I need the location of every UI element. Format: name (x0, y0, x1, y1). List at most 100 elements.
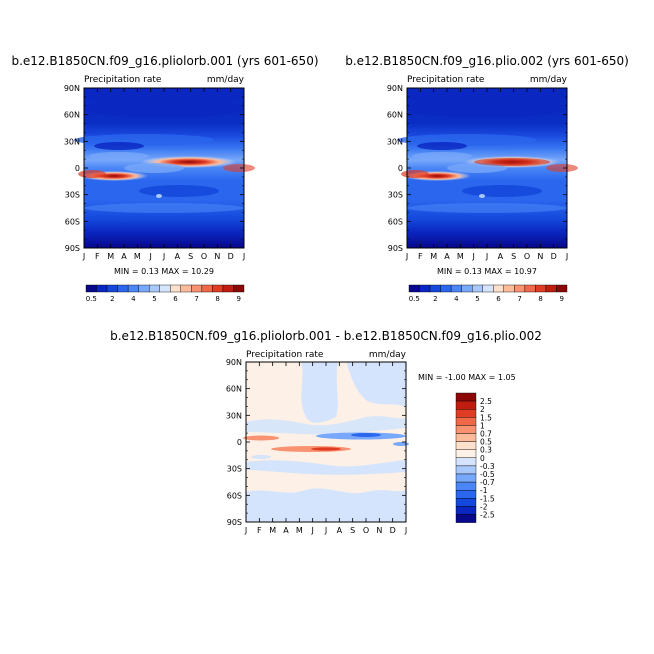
y-tick-label: 0 (75, 164, 80, 173)
colorbar-swatch (138, 284, 150, 293)
x-tick-label: N (537, 252, 543, 261)
x-tick-label: D (228, 252, 234, 261)
y-tick-label: 60S (227, 491, 242, 500)
colorbar-swatch (440, 284, 452, 293)
x-tick-label: J (485, 252, 488, 261)
colorbar-label: 6 (173, 295, 178, 303)
colorbar-label: 2 (480, 405, 485, 414)
colorbar-swatch (148, 284, 160, 293)
panel-3-y-axis: 90N 60N 30N 0 30S 60S 90S (226, 358, 406, 527)
x-tick-label: O (201, 252, 207, 261)
y-tick-label: 30N (387, 137, 403, 146)
colorbar-swatch (455, 417, 477, 426)
panel-2-y-axis: 90N 60N 30N 0 30S 60S 90S (387, 84, 567, 253)
y-tick-label: 30S (227, 465, 242, 474)
panel-2-heatmap (397, 88, 578, 248)
x-tick-label: M (134, 252, 141, 261)
colorbar-swatch (419, 284, 431, 293)
colorbar-label: -0.3 (480, 462, 495, 471)
colorbar-swatch (535, 284, 547, 293)
colorbar-label: 0 (480, 454, 485, 463)
y-tick-label: 30S (388, 191, 403, 200)
colorbar-label: 7 (517, 295, 521, 303)
y-tick-label: 30N (226, 411, 242, 420)
colorbar-swatch (85, 284, 97, 293)
colorbar-label: 2.5 (480, 397, 492, 406)
x-tick-label: J (82, 252, 85, 261)
colorbar-label: 0.5 (409, 295, 420, 303)
panel-3-variable: Precipitation rate (246, 350, 324, 360)
colorbar-label: -0.7 (480, 478, 495, 487)
colorbar-label: 9 (236, 295, 240, 303)
colorbar-label: 0.5 (86, 295, 97, 303)
colorbar-label: 8 (215, 295, 219, 303)
colorbar-swatch (429, 284, 441, 293)
colorbar-swatch (408, 284, 420, 293)
x-tick-label: A (337, 526, 343, 535)
x-tick-label: A (444, 252, 450, 261)
colorbar-swatch (514, 284, 526, 293)
panel-1-variable: Precipitation rate (84, 75, 162, 85)
x-tick-label: J (242, 252, 245, 261)
colorbar-swatch (233, 284, 245, 293)
panel-3-stats: MIN = -1.00 MAX = 1.05 (418, 373, 516, 382)
x-tick-label: A (283, 526, 289, 535)
colorbar-swatch (455, 441, 477, 450)
colorbar-swatch (106, 284, 118, 293)
panel-1-title: b.e12.B1850CN.f09_g16.pliolorb.001 (yrs … (11, 54, 318, 68)
colorbar-swatch (96, 284, 108, 293)
panel-2-units: mm/day (530, 75, 568, 85)
panel-2-variable: Precipitation rate (407, 75, 485, 85)
colorbar-swatch (503, 284, 515, 293)
panel-1-stats: MIN = 0.13 MAX = 10.29 (114, 267, 214, 276)
colorbar-label: 8 (538, 295, 542, 303)
panel-2-stats: MIN = 0.13 MAX = 10.97 (437, 267, 537, 276)
colorbar-label: 4 (454, 295, 459, 303)
x-tick-label: S (350, 526, 355, 535)
panel-2-title: b.e12.B1850CN.f09_g16.plio.002 (yrs 601-… (345, 54, 629, 68)
colorbar-swatch (127, 284, 139, 293)
colorbar-swatch (455, 481, 477, 491)
colorbar-label: 9 (559, 295, 563, 303)
colorbar-label: -1 (480, 486, 488, 495)
x-tick-label: N (376, 526, 382, 535)
colorbar-swatch (455, 392, 477, 402)
colorbar-label: 7 (194, 295, 198, 303)
y-tick-label: 90N (64, 84, 80, 93)
panel-3-heatmap (243, 362, 409, 522)
colorbar-swatch (222, 284, 234, 293)
colorbar-swatch (455, 465, 477, 475)
y-tick-label: 90N (226, 358, 242, 367)
colorbar-swatch (117, 284, 129, 293)
x-tick-label: O (524, 252, 530, 261)
colorbar-swatch (455, 473, 477, 483)
colorbar-swatch (455, 433, 477, 442)
x-tick-label: J (404, 526, 407, 535)
colorbar-swatch (493, 284, 504, 293)
colorbar-label: 2 (110, 295, 114, 303)
colorbar-label: 0.7 (480, 430, 492, 439)
y-tick-label: 90S (227, 518, 242, 527)
panel-3: b.e12.B1850CN.f09_g16.pliolorb.001 - b.e… (110, 329, 542, 535)
colorbar-label: -1.5 (480, 494, 495, 503)
x-tick-label: N (214, 252, 220, 261)
y-tick-label: 0 (237, 438, 242, 447)
x-tick-label: S (511, 252, 516, 261)
x-tick-label: M (269, 526, 276, 535)
colorbar-swatch (545, 284, 557, 293)
colorbar-label: 1.5 (480, 413, 492, 422)
colorbar-swatch (159, 284, 171, 293)
y-tick-label: 0 (398, 164, 403, 173)
colorbar-swatch (455, 498, 477, 507)
panel-2-colorbar: 0.5 2 4 5 6 7 8 9 (408, 284, 568, 303)
y-tick-label: 60N (226, 385, 242, 394)
colorbar-label: 2 (433, 295, 437, 303)
x-tick-label: D (551, 252, 557, 261)
colorbar-swatch (191, 284, 203, 293)
x-tick-label: J (471, 252, 474, 261)
panel-3-colorbar: 2.521.510.70.50.30-0.3-0.5-0.7-1-1.5-2-2… (455, 392, 495, 523)
x-tick-label: J (148, 252, 151, 261)
